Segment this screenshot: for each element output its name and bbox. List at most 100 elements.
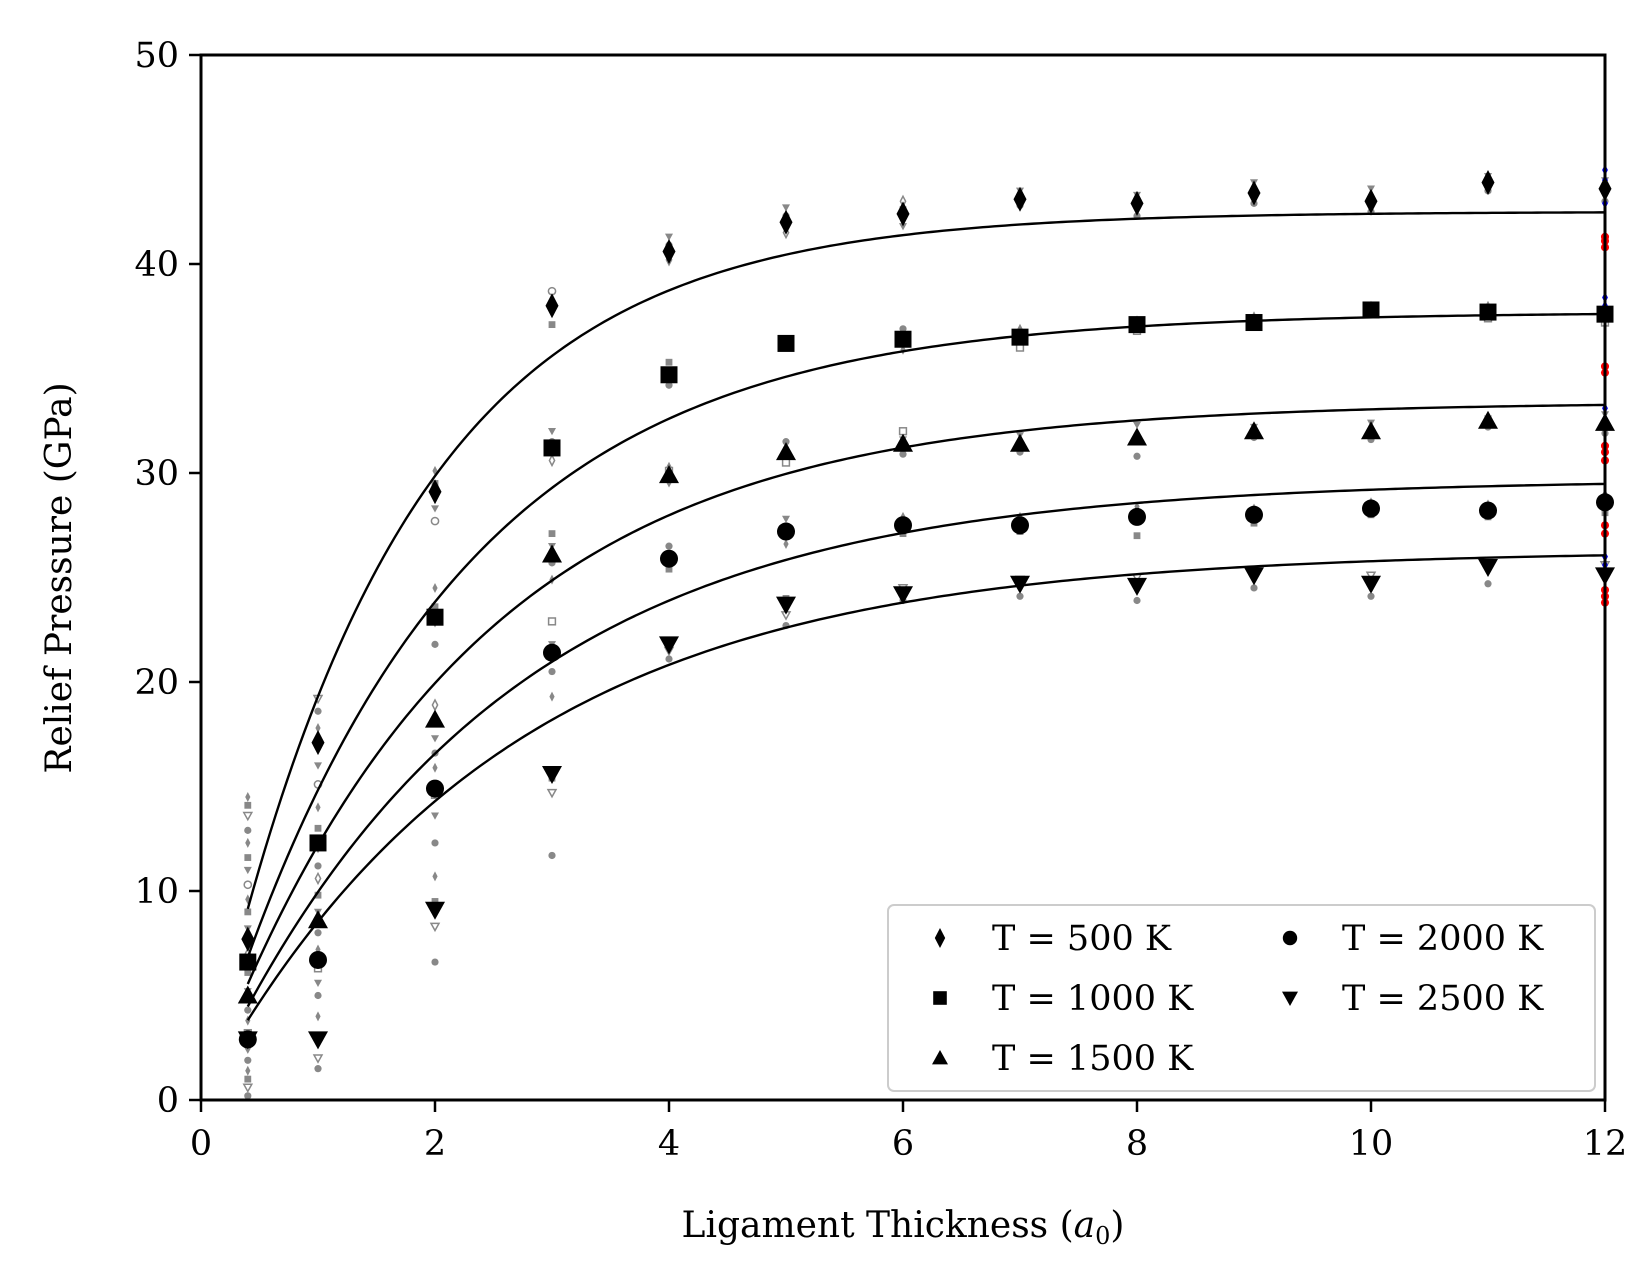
legend-label: T = 2000 K <box>1342 919 1544 959</box>
raw-sample-point <box>315 802 321 813</box>
x-tick-label: 6 <box>892 1124 914 1164</box>
mean-marker <box>777 334 795 352</box>
raw-sample-point <box>314 824 322 832</box>
raw-sample-point <box>245 1065 251 1076</box>
raw-sample-point <box>314 891 322 899</box>
fit-curve <box>246 403 1606 985</box>
mean-marker <box>662 238 676 264</box>
mean-marker <box>893 433 913 452</box>
raw-sample-point <box>314 929 322 937</box>
mean-marker <box>1361 421 1381 440</box>
raw-sample-point <box>245 837 251 848</box>
x-tick-label: 0 <box>190 1124 212 1164</box>
mean-marker <box>1011 516 1029 535</box>
raw-sample-point <box>430 516 440 526</box>
x-axis-label-text: Ligament Thickness ( <box>682 1205 1074 1246</box>
raw-sample-point <box>548 428 556 436</box>
raw-sample-point <box>431 839 439 847</box>
mean-marker <box>543 643 561 662</box>
raw-sample-point <box>244 801 252 809</box>
raw-sample-point <box>665 358 673 366</box>
x-tick-label: 8 <box>1126 1124 1148 1164</box>
mean-marker <box>896 201 910 227</box>
mean-marker <box>1127 427 1147 446</box>
mean-marker <box>1481 169 1495 195</box>
raw-sample-point <box>244 854 252 861</box>
y-tick-label: 20 <box>134 663 179 703</box>
raw-sample-point <box>242 1083 254 1094</box>
raw-sample-point <box>431 812 439 820</box>
mean-marker <box>1127 577 1147 596</box>
raw-sample-point <box>314 871 322 886</box>
mean-marker <box>1364 188 1378 214</box>
raw-sample-point <box>244 969 252 976</box>
raw-sample-point <box>1134 501 1140 512</box>
raw-sample-point <box>244 908 252 916</box>
raw-sample-point <box>244 1006 252 1014</box>
legend-label: T = 2500 K <box>1342 979 1544 1019</box>
x-axis-ticks: 0 2 4 6 8 10 12 <box>190 1100 1627 1164</box>
mean-marker <box>1010 575 1030 594</box>
mean-marker <box>1010 433 1030 452</box>
mean-marker <box>308 910 328 929</box>
legend-label: T = 500 K <box>992 919 1172 959</box>
mean-marker <box>779 209 793 235</box>
raw-sample-point <box>312 1054 324 1064</box>
mean-marker <box>1361 575 1381 594</box>
raw-sample-point <box>245 791 251 802</box>
raw-sample-point <box>431 640 439 648</box>
y-axis-ticks: 0 10 20 30 40 50 <box>134 36 201 1121</box>
raw-sample-point <box>314 762 322 770</box>
mean-marker <box>542 765 562 784</box>
raw-sample-point <box>314 1065 322 1073</box>
mean-marker <box>309 950 327 969</box>
mean-marker <box>237 1031 258 1050</box>
raw-sample-point <box>243 880 253 890</box>
raw-sample-point <box>1250 584 1258 592</box>
mean-marker <box>308 1031 328 1050</box>
legend-marker <box>1282 930 1298 946</box>
legend-label: T = 1000 K <box>992 979 1194 1019</box>
x-axis-label-close: ) <box>1110 1205 1124 1246</box>
raw-sample-point <box>899 223 907 231</box>
mean-marker <box>425 709 445 728</box>
raw-sample-point <box>665 655 673 663</box>
raw-sample-point <box>899 450 907 458</box>
legend-marker <box>933 991 947 1005</box>
legend-marker <box>934 928 946 948</box>
raw-sample-point <box>242 811 254 822</box>
mean-marker <box>239 953 257 971</box>
legend-frame <box>887 904 1596 1092</box>
mean-marker <box>1130 190 1144 216</box>
raw-sample-point <box>548 453 556 468</box>
mean-marker <box>1011 328 1029 346</box>
x-tick-label: 12 <box>1583 1124 1628 1164</box>
raw-sample-point <box>244 1056 252 1064</box>
raw-sample-point <box>548 851 556 860</box>
mean-marker <box>1478 559 1498 578</box>
mean-marker <box>545 293 559 319</box>
y-tick-label: 30 <box>134 454 179 494</box>
raw-sample-point <box>315 1011 321 1022</box>
raw-sample-point <box>546 788 558 799</box>
fit-curve <box>246 482 1606 1008</box>
raw-sample-point <box>244 1092 252 1100</box>
mean-marker <box>1128 507 1146 526</box>
x-axis-label-symbol: a <box>1074 1205 1095 1246</box>
mean-marker <box>776 596 796 615</box>
mean-marker <box>1362 301 1380 319</box>
mean-marker <box>1244 421 1264 440</box>
raw-sample-point <box>1367 592 1375 600</box>
raw-sample-point <box>314 707 322 715</box>
mean-marker <box>311 730 325 756</box>
raw-sample-point <box>548 530 556 538</box>
mean-marker <box>241 926 255 952</box>
mean-marker <box>1247 180 1261 206</box>
x-tick-label: 10 <box>1349 1124 1394 1164</box>
raw-sample-point <box>1133 532 1141 540</box>
y-tick-label: 50 <box>134 36 179 76</box>
mean-marker <box>1479 303 1497 321</box>
mean-marker <box>542 544 562 563</box>
raw-sample-point <box>1484 580 1492 588</box>
